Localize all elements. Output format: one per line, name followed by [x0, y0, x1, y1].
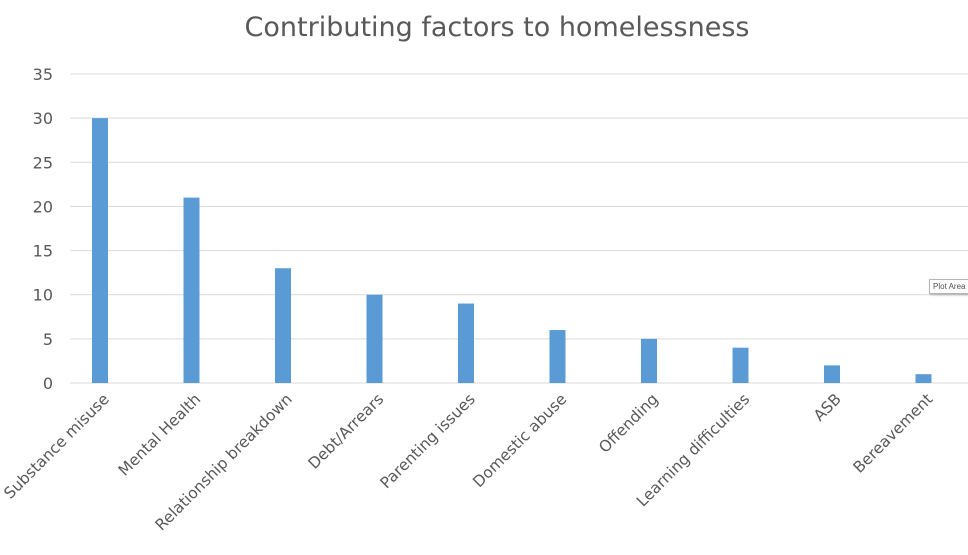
gridlines	[70, 73, 968, 384]
plot-area-tooltip: Plot Area	[929, 279, 968, 294]
y-tick-label: 25	[33, 153, 53, 172]
x-tick-label: Bereavement	[850, 390, 937, 477]
y-tick-label: 5	[43, 330, 53, 349]
x-tick-label: Domestic abuse	[469, 390, 570, 491]
bar	[549, 330, 566, 383]
y-tick-label: 10	[33, 286, 53, 305]
bar	[458, 303, 474, 383]
y-tick-label: 20	[33, 197, 53, 216]
y-tick-label: 0	[43, 374, 53, 393]
bar	[183, 197, 200, 383]
y-tick-label: 30	[33, 109, 53, 128]
bars	[92, 118, 932, 384]
x-tick-label: Parenting issues	[377, 390, 479, 492]
y-tick-label: 35	[33, 65, 53, 84]
x-tick-label: Offending	[595, 390, 662, 457]
x-tick-label: ASB	[810, 390, 845, 425]
bar	[641, 338, 657, 383]
bar	[92, 118, 108, 384]
bar	[275, 268, 291, 383]
x-axis-tick-labels: Substance misuse Mental HealthRelationshi…	[0, 390, 936, 534]
x-tick-label: Mental Health	[115, 390, 204, 479]
bar	[732, 347, 749, 383]
bar	[366, 294, 383, 383]
bar	[824, 365, 840, 383]
bar	[915, 374, 932, 383]
chart-title: Contributing factors to homelessness	[245, 12, 750, 43]
y-axis-tick-labels: 0 5 10 15 20 25 30 35	[33, 65, 53, 393]
x-tick-label: Substance misuse	[0, 390, 112, 502]
x-tick-label: Debt/Arrears	[305, 390, 388, 473]
y-tick-label: 15	[33, 242, 53, 261]
